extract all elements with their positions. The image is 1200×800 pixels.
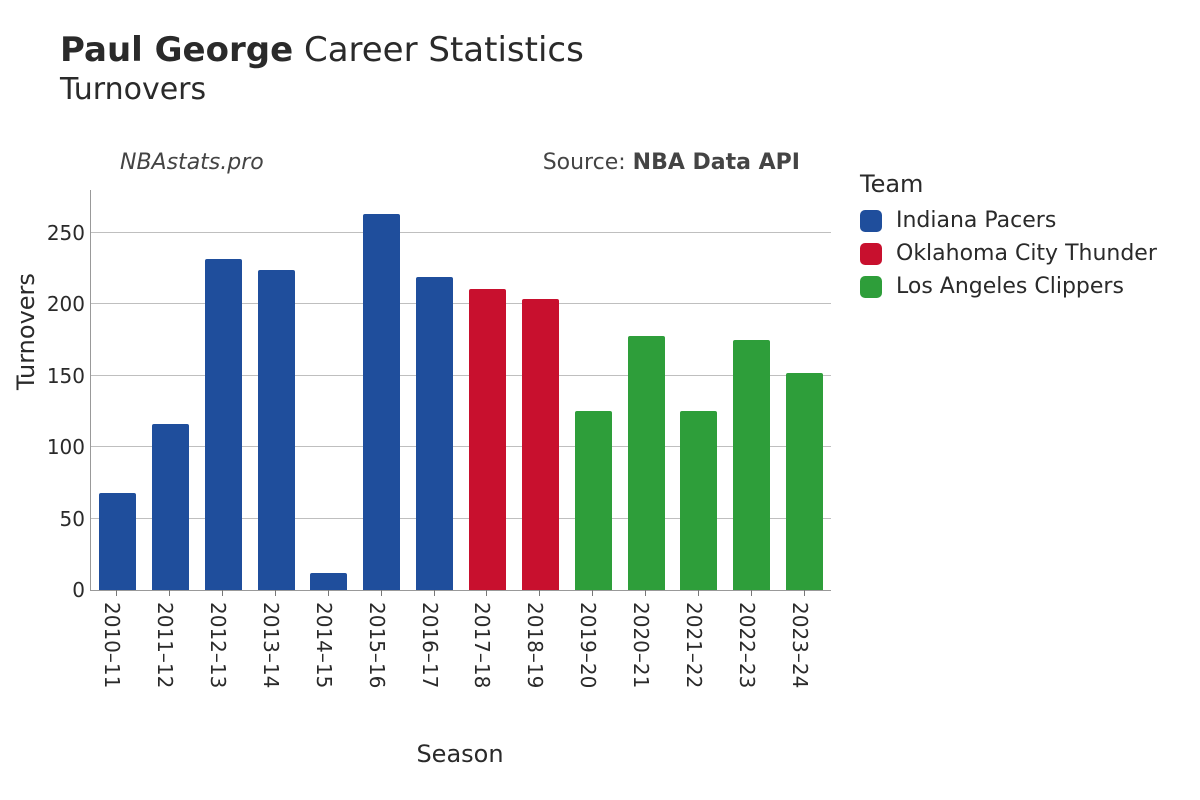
y-tick-label: 200 bbox=[40, 292, 85, 316]
credits-site: NBAstats.pro bbox=[120, 150, 264, 175]
gridline bbox=[91, 232, 831, 233]
legend-label: Oklahoma City Thunder bbox=[896, 241, 1157, 266]
legend-swatch bbox=[860, 243, 882, 265]
x-tick-mark bbox=[222, 590, 223, 596]
legend-swatch bbox=[860, 210, 882, 232]
legend-swatch bbox=[860, 276, 882, 298]
x-tick-mark bbox=[275, 590, 276, 596]
bar bbox=[469, 289, 506, 590]
bar bbox=[733, 340, 770, 590]
x-tick-label: 2013–14 bbox=[259, 602, 283, 688]
y-tick-label: 0 bbox=[40, 578, 85, 602]
x-tick-label: 2019–20 bbox=[576, 602, 600, 688]
y-tick-label: 250 bbox=[40, 221, 85, 245]
x-tick-label: 2015–16 bbox=[365, 602, 389, 688]
bar bbox=[628, 336, 665, 590]
title-player: Paul George bbox=[60, 30, 293, 70]
bar bbox=[522, 299, 559, 590]
bar bbox=[416, 277, 453, 590]
gridline bbox=[91, 446, 831, 447]
chart-title: Paul George Career Statistics bbox=[60, 30, 584, 70]
chart-subtitle: Turnovers bbox=[60, 72, 584, 107]
x-tick-label: 2022–23 bbox=[735, 602, 759, 688]
x-tick-mark bbox=[592, 590, 593, 596]
x-tick-mark bbox=[116, 590, 117, 596]
chart-title-block: Paul George Career Statistics Turnovers bbox=[60, 30, 584, 107]
gridline bbox=[91, 303, 831, 304]
y-tick-label: 50 bbox=[40, 507, 85, 531]
chart-credits: NBAstats.pro Source: NBA Data API bbox=[120, 150, 840, 175]
x-tick-mark bbox=[486, 590, 487, 596]
x-tick-label: 2020–21 bbox=[629, 602, 653, 688]
x-tick-mark bbox=[169, 590, 170, 596]
legend-label: Indiana Pacers bbox=[896, 208, 1056, 233]
chart-canvas: Paul George Career Statistics Turnovers … bbox=[0, 0, 1200, 800]
credits-source-prefix: Source: bbox=[543, 150, 633, 175]
bar bbox=[205, 259, 242, 590]
y-tick-label: 150 bbox=[40, 364, 85, 388]
x-tick-mark bbox=[645, 590, 646, 596]
legend-item: Oklahoma City Thunder bbox=[860, 241, 1157, 266]
plot-area bbox=[90, 190, 831, 591]
x-tick-label: 2018–19 bbox=[523, 602, 547, 688]
x-tick-label: 2011–12 bbox=[153, 602, 177, 688]
legend-item: Los Angeles Clippers bbox=[860, 274, 1157, 299]
bar bbox=[786, 373, 823, 590]
x-tick-label: 2017–18 bbox=[470, 602, 494, 688]
bar bbox=[575, 411, 612, 590]
x-tick-mark bbox=[381, 590, 382, 596]
x-tick-label: 2016–17 bbox=[418, 602, 442, 688]
x-tick-mark bbox=[804, 590, 805, 596]
y-tick-label: 100 bbox=[40, 435, 85, 459]
x-tick-mark bbox=[751, 590, 752, 596]
y-axis-label: Turnovers bbox=[12, 273, 40, 390]
x-tick-label: 2012–13 bbox=[206, 602, 230, 688]
bar bbox=[258, 270, 295, 590]
legend-label: Los Angeles Clippers bbox=[896, 274, 1124, 299]
legend-title: Team bbox=[860, 170, 1157, 198]
x-tick-label: 2014–15 bbox=[312, 602, 336, 688]
x-tick-mark bbox=[328, 590, 329, 596]
bar bbox=[99, 493, 136, 590]
bar bbox=[152, 424, 189, 590]
x-tick-mark bbox=[539, 590, 540, 596]
credits-source-name: NBA Data API bbox=[633, 150, 800, 175]
x-tick-mark bbox=[434, 590, 435, 596]
gridline bbox=[91, 375, 831, 376]
legend-item: Indiana Pacers bbox=[860, 208, 1157, 233]
x-axis-label: Season bbox=[90, 740, 830, 768]
legend: Team Indiana Pacers Oklahoma City Thunder… bbox=[860, 170, 1157, 307]
bar bbox=[310, 573, 347, 590]
gridline bbox=[91, 518, 831, 519]
x-tick-label: 2023–24 bbox=[788, 602, 812, 688]
x-tick-mark bbox=[698, 590, 699, 596]
x-tick-label: 2010–11 bbox=[100, 602, 124, 688]
title-rest: Career Statistics bbox=[304, 30, 584, 70]
credits-source: Source: NBA Data API bbox=[543, 150, 800, 175]
x-tick-label: 2021–22 bbox=[682, 602, 706, 688]
bar bbox=[363, 214, 400, 590]
bar bbox=[680, 411, 717, 590]
